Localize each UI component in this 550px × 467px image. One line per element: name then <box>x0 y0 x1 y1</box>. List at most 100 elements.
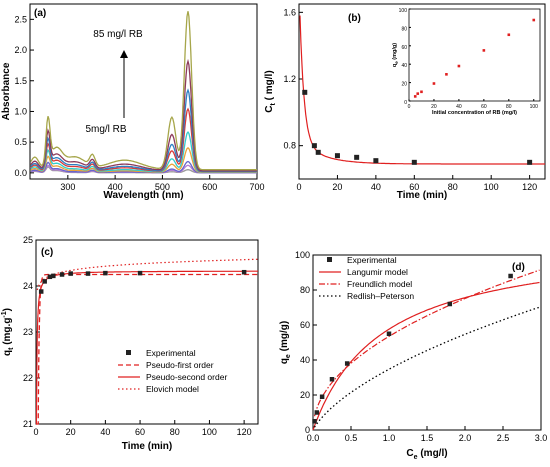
panel-a-ylabel: Absorbance <box>1 62 12 120</box>
panel-c-xtick-label: 100 <box>202 427 217 437</box>
inset-point <box>445 73 448 76</box>
spectrum-line <box>30 11 257 171</box>
panel-d-ylabel: qe (mg/g) <box>279 321 292 364</box>
panel-d-point <box>314 410 320 415</box>
legend-marker <box>327 257 332 262</box>
panel-b-label: (b) <box>348 13 361 24</box>
legend-label: Experimental <box>146 348 196 358</box>
panel-c-ytick-label: 23 <box>23 327 33 337</box>
panel-d-point <box>329 377 335 382</box>
panel-d-xlabel: Ce (mg/l) <box>406 448 447 461</box>
panel-a-ytick-label: 0.0 <box>14 168 27 178</box>
inset-ytick-label: 80 <box>401 26 407 32</box>
pseudo-second-order-line <box>35 270 258 425</box>
panel-b-point <box>373 158 379 164</box>
panel-c-frame <box>35 239 259 425</box>
legend-label: Redlish–Peterson <box>347 291 414 301</box>
panel-a-xtick-label: 700 <box>249 182 264 192</box>
panel-c-xtick-label: 80 <box>170 427 180 437</box>
panel-d-ytick-label: 40 <box>300 355 310 365</box>
annotation-bottom: 5mg/l RB <box>85 124 126 135</box>
panel-b-point <box>527 159 533 165</box>
inset-ylabel: qe (mg/g) <box>392 43 399 67</box>
panel-c-xtick-label: 120 <box>237 427 252 437</box>
panel-c-point <box>137 270 143 276</box>
panel-d-point <box>312 419 317 424</box>
inset-xtick-label: 100 <box>530 104 539 110</box>
panel-a-xtick-label: 300 <box>60 182 75 192</box>
panel-d-label: (d) <box>512 262 525 273</box>
panel-d-xtick-label: 0.5 <box>345 433 358 443</box>
panel-c-point <box>241 269 247 275</box>
inset-ytick-label: 60 <box>401 45 407 51</box>
panel-c-point <box>47 274 53 280</box>
inset-point <box>532 18 536 22</box>
redlich-peterson-line <box>313 306 540 428</box>
panel-d-xtick-label: 2.5 <box>497 433 510 443</box>
panel-a-ytick-label: 1.5 <box>14 76 27 86</box>
panel-b-xtick-label: 60 <box>409 182 419 192</box>
panel-a-ytick-label: 1.0 <box>14 106 27 116</box>
panel-c-point <box>51 273 56 279</box>
panel-d-xtick-label: 1.0 <box>383 433 396 443</box>
panel-c-xtick-label: 40 <box>100 427 110 437</box>
inset-point <box>457 64 461 68</box>
panel-b-xtick-label: 80 <box>448 182 458 192</box>
panel-d-xtick-label: 2.0 <box>459 433 472 443</box>
panel-c-xlabel: Time (min) <box>122 441 172 452</box>
legend-label: Langumir model <box>347 267 408 277</box>
panel-c-ylabel: qt (mg.g-1) <box>1 308 15 356</box>
inset-ytick-label: 0 <box>404 100 407 106</box>
panel-d-point <box>319 394 325 399</box>
panel-a-xtick-label: 400 <box>108 182 123 192</box>
panel-c-ytick-label: 22 <box>23 373 33 383</box>
panel-d-xtick-label: 3.0 <box>535 433 548 443</box>
spectrum-line <box>30 107 257 173</box>
panel-d-point <box>386 331 392 336</box>
panel-b-frame <box>298 3 546 180</box>
panel-d-xtick-label: 1.5 <box>421 433 434 443</box>
panel-d-ytick-label: 100 <box>295 250 310 260</box>
panel-a-ytick-label: 0.5 <box>14 137 27 147</box>
panel-b-xtick-label: 0 <box>296 182 301 192</box>
legend-label: Pseudo-first order <box>146 360 214 370</box>
inset-xlabel: Initial concentration of RB (mg/l) <box>432 110 517 116</box>
legend-label: Freundlich model <box>347 279 412 289</box>
panel-b-xtick-label: 40 <box>371 182 381 192</box>
legend-label: Experimental <box>347 255 397 265</box>
panel-c-ytick-label: 21 <box>23 419 33 429</box>
panel-d-point <box>344 361 350 366</box>
panel-b-fit-line <box>299 15 545 165</box>
legend-marker <box>126 350 131 355</box>
panel-c-xtick-label: 60 <box>135 427 145 437</box>
panel-b-point <box>411 159 417 165</box>
panel-b-xtick-label: 120 <box>522 182 537 192</box>
panel-a-xlabel: Wavelength (nm) <box>103 190 183 201</box>
panel-d-point <box>447 301 453 307</box>
inset-point <box>413 95 417 98</box>
panel-c-point <box>38 289 44 294</box>
panel-c-xtick-label: 20 <box>66 427 76 437</box>
annotation-top: 85 mg/l RB <box>93 29 143 40</box>
inset-ytick-label: 20 <box>401 82 407 88</box>
langmuir-line <box>312 281 540 431</box>
spectrum-line <box>30 58 257 172</box>
panel-a-label: (a) <box>34 8 46 19</box>
panel-c-point <box>42 279 47 284</box>
panel-b-ytick-label: 0.8 <box>283 141 296 151</box>
elovich-line <box>36 258 258 291</box>
panel-d-ytick-label: 80 <box>300 285 310 295</box>
inset-point <box>432 82 436 85</box>
panel-d-xtick-label: 0.0 <box>307 433 320 443</box>
panel-c-point <box>59 272 65 277</box>
legend-label: Pseudo-second order <box>146 372 227 382</box>
inset-xtick-label: 20 <box>431 104 437 110</box>
panel-a-xtick-label: 500 <box>155 182 170 192</box>
panel-b-point <box>334 153 340 159</box>
panel-b-point <box>354 154 360 160</box>
panel-b-xlabel: Time (min) <box>397 190 447 201</box>
spectrum-line <box>30 88 257 172</box>
inset-point <box>420 90 423 94</box>
concentration-arrow-head <box>120 50 128 58</box>
panel-d-ytick-label: 0 <box>305 425 310 435</box>
